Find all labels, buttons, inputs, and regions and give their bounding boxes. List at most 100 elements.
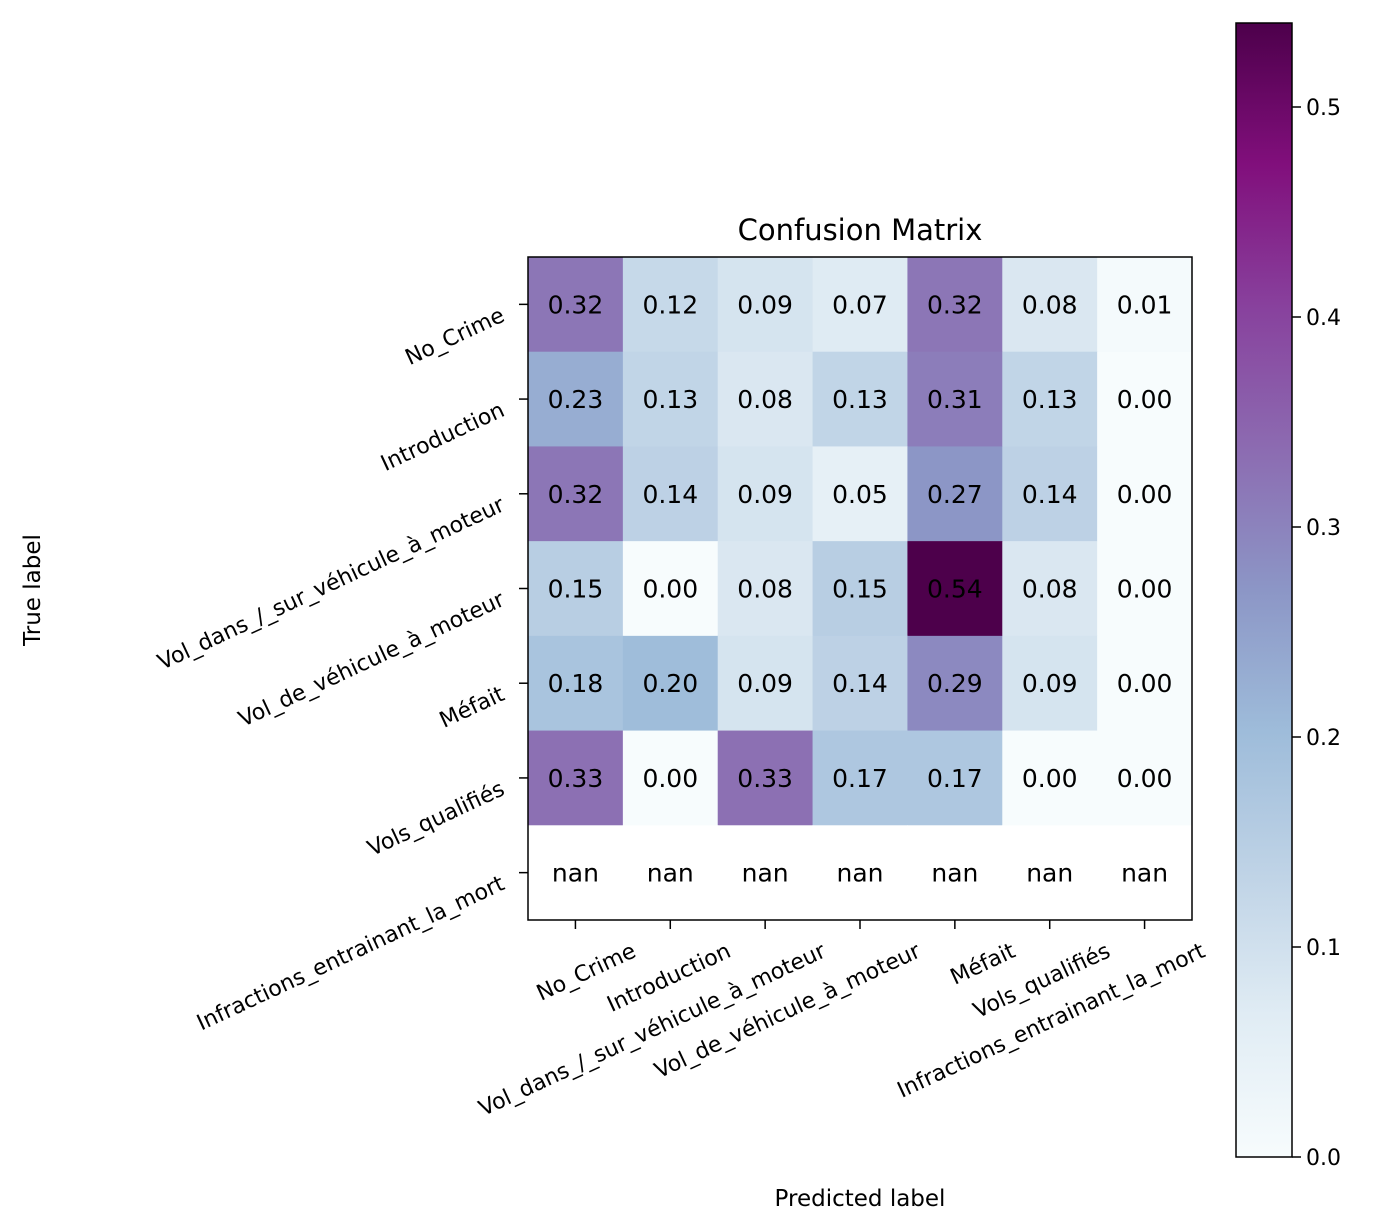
cell-value-label: 0.14 <box>1022 480 1078 509</box>
heatmap-cell <box>907 257 1003 353</box>
cell-value-label: 0.18 <box>548 669 604 698</box>
x-axis-ticks: No_CrimeIntroductionVol_dans_/_sur_véhic… <box>475 920 1209 1122</box>
cell-value-label: 0.00 <box>1117 385 1173 414</box>
heatmap-cell <box>622 351 719 448</box>
cell-value-label: 0.00 <box>1117 764 1173 793</box>
cell-value-label: 0.29 <box>927 669 983 698</box>
heatmap-cell <box>717 446 814 542</box>
cell-value-label: 0.08 <box>1022 290 1078 319</box>
cell-value-label: nan <box>647 859 694 888</box>
cell-value-label: 0.32 <box>548 290 604 319</box>
heatmap-cell <box>1002 351 1098 448</box>
y-tick-label: Vols_qualifiés <box>364 777 509 862</box>
heatmap-cell <box>717 635 814 732</box>
cell-value-label: 0.07 <box>832 290 888 319</box>
heatmap-cell <box>528 825 624 921</box>
cell-value-label: 0.14 <box>832 669 888 698</box>
cell-value-label: 0.15 <box>548 575 604 604</box>
cell-value-label: 0.27 <box>927 480 983 509</box>
heatmap-cell <box>907 825 1003 921</box>
heatmap-cell <box>1002 541 1098 637</box>
y-tick-label: Infractions_entrainant_la_mort <box>193 871 509 1036</box>
heatmap-cell <box>717 257 814 353</box>
colorbar-tick-label: 0.3 <box>1306 516 1341 541</box>
cell-value-label: 0.12 <box>642 290 698 319</box>
heatmap-cells: 0.32 0.12 0.09 0.07 0.32 0.08 0.01 0.23 0.13 0.08… <box>528 257 1193 921</box>
y-tick-label: Vol_dans_/_sur_véhicule_à_moteur <box>154 492 509 675</box>
heatmap-cell <box>812 730 909 826</box>
cell-value-label: 0.00 <box>1022 764 1078 793</box>
cell-value-label: 0.32 <box>548 480 604 509</box>
heatmap-cell <box>622 257 719 353</box>
cell-value-label: nan <box>836 859 883 888</box>
cell-value-label: nan <box>552 859 599 888</box>
cell-value-label: 0.00 <box>642 575 698 604</box>
heatmap-cell <box>622 825 719 921</box>
heatmap-cell <box>717 825 814 921</box>
y-tick-label: No_Crime <box>402 303 509 371</box>
heatmap-cell <box>812 635 909 732</box>
heatmap-cell <box>717 351 814 448</box>
heatmap-cell <box>528 446 624 542</box>
heatmap-cell <box>812 257 909 353</box>
heatmap-cell <box>812 825 909 921</box>
heatmap-cell <box>907 730 1003 826</box>
heatmap-cell <box>812 541 909 637</box>
cell-value-label: 0.23 <box>548 385 604 414</box>
cell-value-label: 0.09 <box>737 669 793 698</box>
cell-value-label: 0.09 <box>1022 669 1078 698</box>
colorbar-tick-label: 0.0 <box>1306 1146 1341 1171</box>
y-tick-label: Introduction <box>377 398 508 477</box>
cell-value-label: 0.00 <box>1117 575 1173 604</box>
heatmap-cell <box>1097 730 1193 826</box>
heatmap-cell <box>622 541 719 637</box>
heatmap-cell <box>907 351 1003 448</box>
y-axis-ticks: No_Crime Introduction Vol_dans_/_sur_véhic… <box>154 303 528 1036</box>
cell-value-label: nan <box>1026 859 1073 888</box>
x-axis-label: Predicted label <box>775 1186 946 1212</box>
chart-title: Confusion Matrix <box>738 213 983 247</box>
heatmap-cell <box>622 730 719 826</box>
heatmap-cell <box>1002 730 1098 826</box>
cell-value-label: 0.17 <box>927 764 983 793</box>
heatmap-cell <box>907 541 1003 637</box>
cell-value-label: nan <box>931 859 978 888</box>
colorbar <box>1235 22 1293 1158</box>
cell-value-label: 0.00 <box>642 764 698 793</box>
cell-value-label: 0.05 <box>832 480 888 509</box>
heatmap-cell <box>1097 825 1193 921</box>
heatmap-cell <box>1002 446 1098 542</box>
y-axis-label: True label <box>20 534 46 647</box>
colorbar-ticks: 0.0 0.1 0.2 0.3 0.4 0.5 <box>1292 96 1341 1171</box>
heatmap-cell <box>528 351 624 448</box>
cell-value-label: 0.08 <box>737 385 793 414</box>
heatmap-cell <box>1002 825 1098 921</box>
cell-value-label: 0.17 <box>832 764 888 793</box>
cell-value-label: 0.09 <box>737 290 793 319</box>
cell-value-label: 0.15 <box>832 575 888 604</box>
heatmap-cell <box>717 730 814 826</box>
cell-value-label: 0.20 <box>642 669 698 698</box>
colorbar-tick-label: 0.1 <box>1306 936 1341 961</box>
cell-value-label: 0.00 <box>1117 480 1173 509</box>
cell-value-label: 0.33 <box>548 764 604 793</box>
cell-value-label: 0.33 <box>737 764 793 793</box>
heatmap-cell <box>907 635 1003 732</box>
heatmap-cell <box>1097 257 1193 353</box>
colorbar-tick-label: 0.2 <box>1306 726 1341 751</box>
cell-value-label: 0.31 <box>927 385 983 414</box>
heatmap-cell <box>907 446 1003 542</box>
heatmap-cell <box>812 351 909 448</box>
heatmap-cell <box>812 446 909 542</box>
cell-value-label: 0.13 <box>642 385 698 414</box>
heatmap-cell <box>622 635 719 732</box>
heatmap-cell <box>528 257 624 353</box>
cell-value-label: 0.13 <box>832 385 888 414</box>
colorbar-tick-label: 0.5 <box>1306 96 1341 121</box>
heatmap-cell <box>1097 351 1193 448</box>
cell-value-label: 0.01 <box>1117 290 1173 319</box>
y-tick-label: Méfait <box>436 682 509 734</box>
heatmap-cell <box>528 730 624 826</box>
heatmap-cell <box>1097 635 1193 732</box>
